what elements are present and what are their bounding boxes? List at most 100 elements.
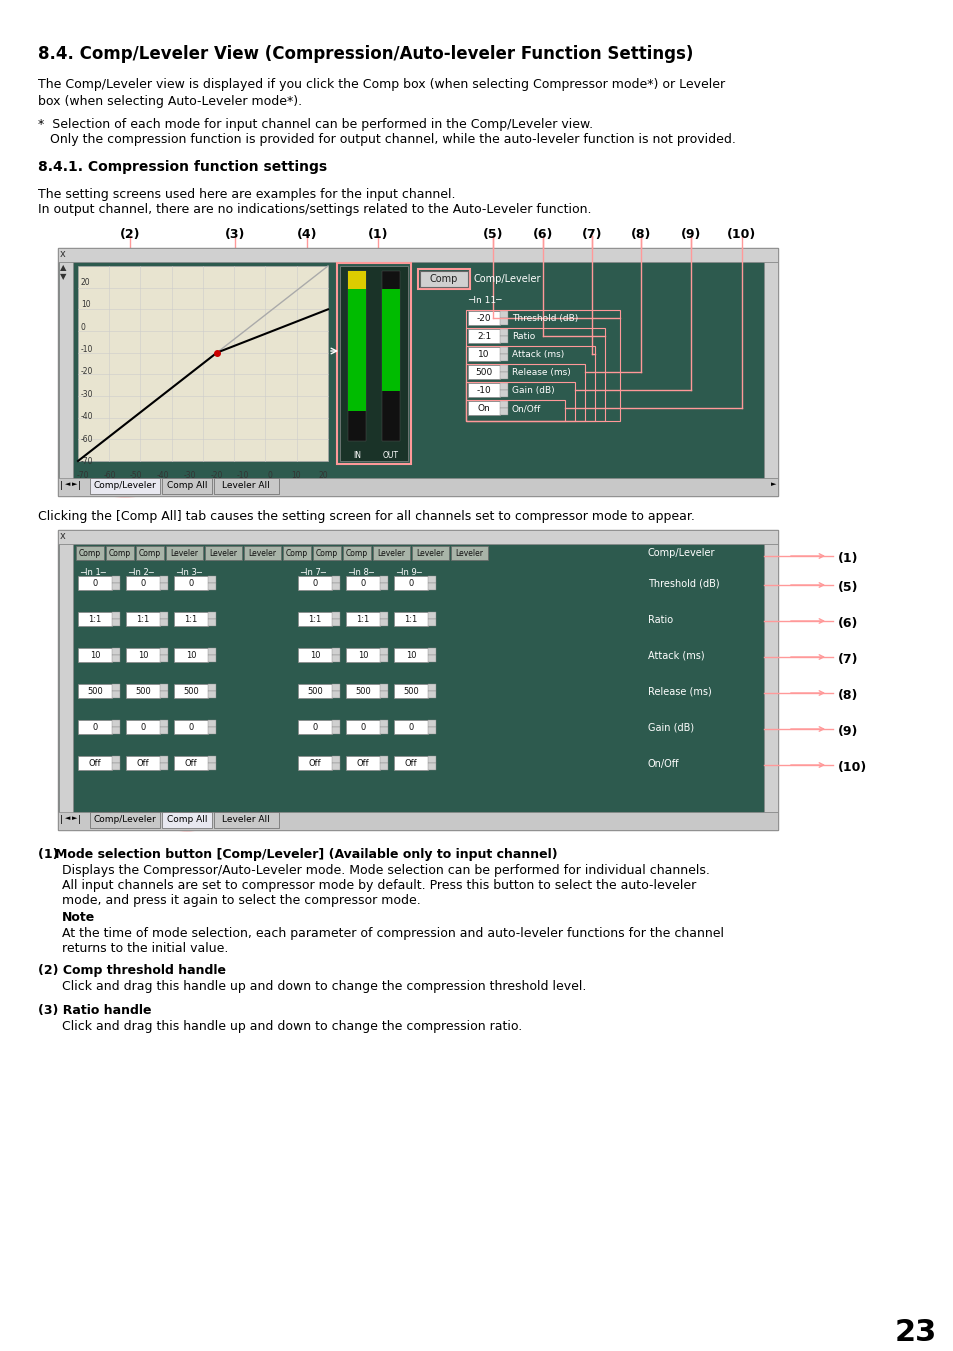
Bar	[468, 311, 499, 326]
Text: 1:1: 1:1	[89, 615, 102, 624]
Bar	[244, 546, 281, 561]
Bar	[173, 612, 208, 626]
Text: Leveler All: Leveler All	[222, 481, 270, 490]
Bar	[412, 546, 449, 561]
Text: 0: 0	[408, 580, 414, 588]
Bar	[90, 478, 160, 494]
Text: 10: 10	[357, 651, 368, 661]
Bar	[332, 648, 339, 655]
Text: -30: -30	[183, 471, 195, 480]
Text: Clicking the [Comp All] tab causes the setting screen for all channels set to co: Clicking the [Comp All] tab causes the s…	[38, 509, 694, 523]
Bar	[346, 757, 379, 770]
Text: On/Off: On/Off	[647, 759, 679, 769]
Bar	[379, 655, 388, 662]
Text: 0: 0	[92, 580, 97, 588]
Text: ◄: ◄	[65, 815, 71, 821]
Bar	[394, 757, 428, 770]
Text: Ratio: Ratio	[647, 615, 673, 626]
Bar	[346, 576, 379, 590]
Bar	[160, 720, 168, 727]
Bar	[428, 576, 436, 584]
Bar	[336, 263, 411, 463]
Text: 10: 10	[292, 471, 301, 480]
Text: Off: Off	[309, 759, 321, 767]
Text: Displays the Compressor/Auto-Leveler mode. Mode selection can be performed for i: Displays the Compressor/Auto-Leveler mod…	[62, 865, 709, 877]
Text: 500: 500	[135, 688, 151, 696]
Bar	[58, 249, 778, 262]
Bar	[499, 317, 507, 326]
Text: 0: 0	[312, 723, 317, 732]
Bar	[343, 546, 371, 561]
Bar	[160, 584, 168, 590]
Bar	[213, 478, 278, 494]
Text: Attack (ms): Attack (ms)	[512, 350, 563, 359]
Text: (10): (10)	[726, 228, 756, 240]
Text: Threshold (dB): Threshold (dB)	[647, 580, 719, 589]
Bar	[332, 727, 339, 734]
Text: ►: ►	[71, 815, 77, 821]
Text: ─In 1─: ─In 1─	[80, 567, 106, 577]
Text: ─In 7─: ─In 7─	[299, 567, 326, 577]
Text: 500: 500	[355, 688, 371, 696]
Bar	[332, 612, 339, 619]
Bar	[465, 363, 584, 422]
Text: 500: 500	[403, 688, 418, 696]
Bar	[208, 690, 215, 698]
Bar	[346, 720, 379, 734]
Bar	[379, 576, 388, 584]
Text: ▼: ▼	[60, 272, 67, 281]
Bar	[428, 612, 436, 619]
Bar	[208, 684, 215, 690]
Text: x: x	[60, 531, 66, 540]
Bar	[78, 266, 328, 461]
Bar	[428, 727, 436, 734]
Text: -10: -10	[476, 386, 491, 394]
Bar	[379, 720, 388, 727]
Text: Comp/Leveler: Comp/Leveler	[474, 274, 541, 284]
Bar	[428, 720, 436, 727]
Text: -40: -40	[156, 471, 169, 480]
Bar	[499, 372, 507, 380]
Text: On: On	[477, 404, 490, 413]
Bar	[126, 612, 160, 626]
Text: Comp: Comp	[79, 549, 101, 558]
Text: 0: 0	[312, 580, 317, 588]
Text: 1:1: 1:1	[404, 615, 417, 624]
Text: |: |	[78, 481, 81, 490]
Bar	[160, 619, 168, 626]
Bar	[76, 546, 104, 561]
Text: -60: -60	[103, 471, 116, 480]
Bar	[160, 727, 168, 734]
Bar	[332, 655, 339, 662]
Bar	[205, 546, 242, 561]
Bar	[348, 289, 366, 411]
Bar	[468, 401, 499, 415]
Bar	[208, 576, 215, 584]
Text: Off: Off	[356, 759, 369, 767]
Text: 10: 10	[81, 300, 91, 309]
Text: 0: 0	[188, 580, 193, 588]
Text: (2): (2)	[120, 228, 140, 240]
Bar	[126, 757, 160, 770]
Bar	[213, 812, 278, 828]
Text: (6): (6)	[533, 228, 553, 240]
Bar	[379, 757, 388, 763]
Bar	[126, 684, 160, 698]
Bar	[332, 584, 339, 590]
Text: On/Off: On/Off	[512, 404, 540, 413]
Text: (3): (3)	[225, 228, 245, 240]
Bar	[160, 612, 168, 619]
Text: 1:1: 1:1	[136, 615, 150, 624]
Text: returns to the initial value.: returns to the initial value.	[62, 942, 228, 955]
Text: 1:1: 1:1	[356, 615, 369, 624]
Text: ►: ►	[71, 481, 77, 486]
Text: Click and drag this handle up and down to change the compression threshold level: Click and drag this handle up and down t…	[62, 979, 586, 993]
Bar	[394, 612, 428, 626]
Text: 20: 20	[318, 471, 328, 480]
Bar	[160, 576, 168, 584]
Bar	[428, 655, 436, 662]
Bar	[381, 272, 399, 440]
Text: -40: -40	[81, 412, 93, 422]
Bar	[58, 478, 778, 496]
Text: Off: Off	[404, 759, 416, 767]
